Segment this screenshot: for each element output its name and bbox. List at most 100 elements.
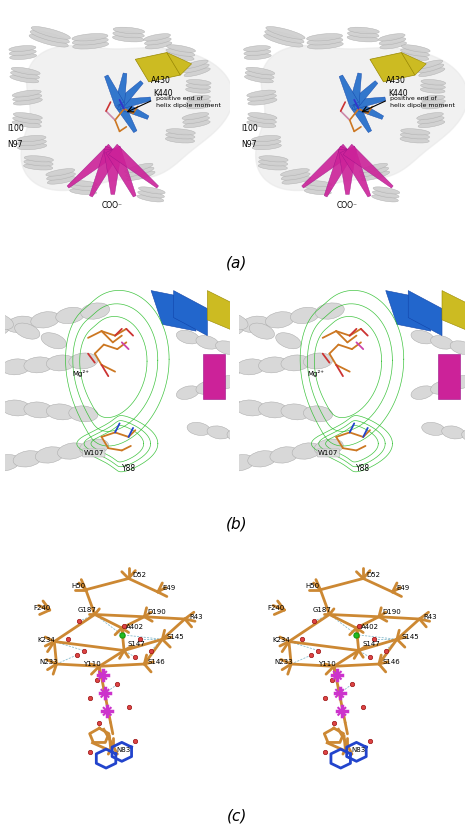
Text: I100: I100 [242,124,258,133]
Ellipse shape [144,33,171,41]
Text: Y88: Y88 [122,464,136,473]
Ellipse shape [10,71,39,79]
Text: I100: I100 [7,124,24,133]
Ellipse shape [430,380,454,394]
Text: K234: K234 [272,636,290,642]
Ellipse shape [0,320,10,337]
Point [125,700,132,713]
Text: D190: D190 [148,610,166,615]
Ellipse shape [421,103,446,109]
Point [64,633,72,646]
Text: N97: N97 [242,140,257,149]
Polygon shape [351,81,378,108]
Ellipse shape [18,143,47,150]
Ellipse shape [258,402,288,418]
Ellipse shape [307,38,343,45]
Polygon shape [343,144,393,188]
Ellipse shape [31,27,71,39]
Ellipse shape [165,137,195,143]
Ellipse shape [81,303,109,319]
Text: A402: A402 [126,624,144,631]
Text: Y110: Y110 [318,661,336,667]
Ellipse shape [69,406,98,422]
Ellipse shape [422,422,445,435]
Text: R43: R43 [189,614,202,620]
Point [93,673,101,686]
Ellipse shape [420,83,446,89]
Ellipse shape [378,33,405,41]
Ellipse shape [227,430,250,443]
Ellipse shape [216,320,245,337]
Ellipse shape [182,113,209,119]
Ellipse shape [30,30,69,43]
Ellipse shape [247,90,276,97]
Ellipse shape [240,316,269,333]
Ellipse shape [248,98,277,105]
Ellipse shape [166,128,195,135]
Text: G187: G187 [78,607,97,613]
Polygon shape [386,290,431,331]
Polygon shape [438,354,460,399]
Ellipse shape [11,68,40,75]
Polygon shape [338,149,356,194]
Ellipse shape [462,430,474,443]
Ellipse shape [73,42,109,49]
Ellipse shape [258,163,287,170]
Ellipse shape [46,355,75,371]
Ellipse shape [186,88,210,93]
Text: S145: S145 [166,635,184,641]
Ellipse shape [248,450,277,467]
Point [131,734,139,747]
Ellipse shape [127,171,155,180]
Ellipse shape [411,330,434,344]
Ellipse shape [401,133,429,139]
Ellipse shape [246,68,275,75]
Ellipse shape [450,375,473,389]
Text: K440: K440 [153,89,173,98]
Point [353,628,360,641]
Ellipse shape [145,38,171,45]
Ellipse shape [15,323,40,339]
Ellipse shape [182,60,208,68]
Text: W107: W107 [83,450,104,456]
Ellipse shape [245,75,273,83]
Ellipse shape [165,53,194,60]
Ellipse shape [0,398,8,414]
Text: S145: S145 [401,635,419,641]
Text: Mg²⁺: Mg²⁺ [307,370,324,377]
Polygon shape [349,73,362,105]
Ellipse shape [252,143,282,150]
Ellipse shape [10,75,39,83]
Ellipse shape [226,455,255,471]
Ellipse shape [166,133,195,139]
Ellipse shape [41,333,66,349]
Ellipse shape [401,45,430,53]
Ellipse shape [72,33,108,41]
Ellipse shape [9,53,36,59]
Ellipse shape [418,121,445,128]
Text: N83: N83 [352,746,366,753]
Ellipse shape [12,121,41,128]
Ellipse shape [379,38,406,45]
Polygon shape [340,146,371,197]
Ellipse shape [245,71,274,79]
Ellipse shape [13,98,42,105]
Ellipse shape [281,173,310,180]
Ellipse shape [373,191,399,198]
Polygon shape [442,290,469,331]
Point [371,633,378,646]
Ellipse shape [183,121,210,128]
Point [321,745,329,758]
Ellipse shape [417,60,443,68]
Ellipse shape [315,303,344,319]
Ellipse shape [430,335,454,349]
Text: D52: D52 [366,571,381,578]
Ellipse shape [252,139,281,146]
Ellipse shape [6,316,35,333]
Point [314,644,322,657]
Ellipse shape [35,447,64,463]
Ellipse shape [9,49,36,56]
Point [366,651,374,664]
Ellipse shape [167,45,195,53]
Ellipse shape [292,443,321,460]
